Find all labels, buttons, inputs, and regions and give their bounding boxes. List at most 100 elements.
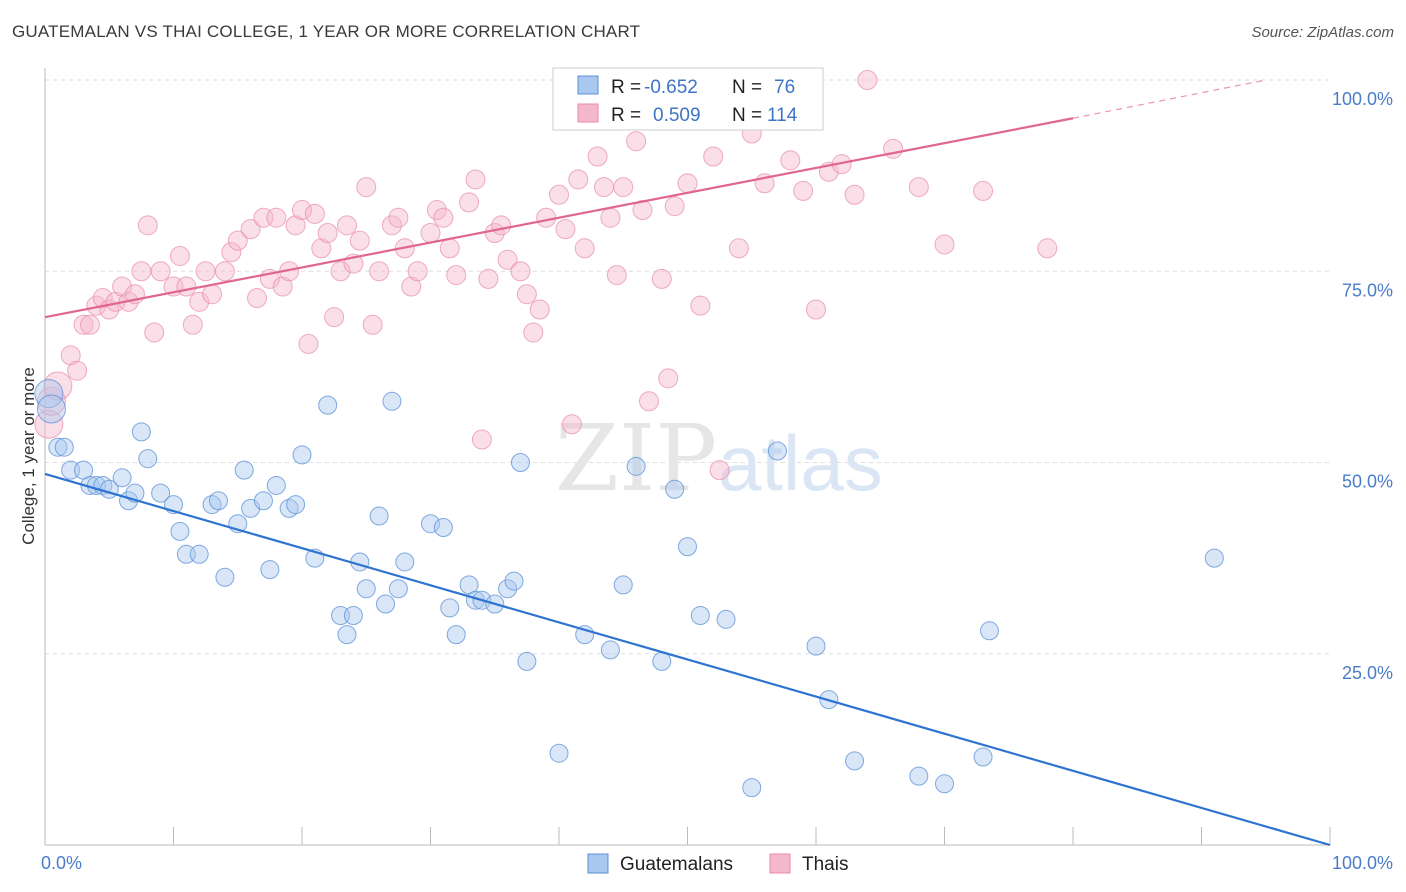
thais-trend-line [44, 117, 1074, 319]
thais-trend-extension [1072, 79, 1266, 119]
legend-r-label-0: R = [611, 77, 641, 98]
thais-point-4 [67, 360, 88, 381]
thais-point-58 [446, 265, 467, 286]
thais-point-15 [137, 215, 158, 236]
thais-point-23 [195, 261, 216, 282]
thais-point-89 [703, 146, 724, 167]
legend-n-label-0: N = [732, 77, 762, 98]
thais-point-8 [92, 288, 113, 309]
guatemalans-point-53 [504, 571, 524, 591]
thais-point-60 [465, 169, 486, 190]
thais-point-91 [728, 238, 749, 259]
thais-point-47 [362, 314, 383, 335]
thais-point-35 [285, 215, 306, 236]
guatemalans-point-14 [138, 449, 158, 469]
guatemalans-point-21 [208, 491, 228, 511]
thais-point-85 [658, 368, 679, 389]
thais-point-80 [613, 177, 634, 198]
thais-point-68 [523, 322, 544, 343]
guatemalans-point-10 [112, 468, 132, 488]
thais-point-56 [433, 207, 454, 228]
thais-point-41 [324, 307, 345, 328]
thais-point-17 [150, 261, 171, 282]
guatemalans-point-13 [131, 422, 151, 442]
thais-point-42 [330, 261, 351, 282]
guatemalans-point-45 [433, 518, 453, 538]
guatemalans-point-46 [440, 598, 460, 618]
bottom-legend-label-guatemalans: Guatemalans [620, 854, 733, 875]
thais-point-62 [478, 268, 499, 289]
guatemalans-point-35 [337, 625, 357, 645]
thais-point-78 [600, 207, 621, 228]
thais-point-105 [1037, 238, 1058, 259]
axes [44, 68, 1331, 846]
guatemalans-point-54 [510, 453, 530, 472]
thais-point-36 [292, 200, 312, 221]
guatemalans-point-75 [1204, 548, 1224, 568]
guatemalans-point-43 [395, 552, 415, 572]
guatemalans-point-73 [973, 747, 993, 767]
guatemalans-point-67 [767, 441, 787, 461]
thais-point-72 [555, 219, 576, 240]
guatemalans-point-28 [266, 475, 286, 495]
thais-point-86 [664, 196, 685, 217]
thais-point-61 [471, 429, 492, 450]
guatemalans-point-44 [421, 514, 440, 534]
guatemalans-point-26 [253, 491, 273, 511]
thais-point-48 [369, 261, 390, 282]
thais-point-43 [336, 215, 357, 236]
thais-point-64 [491, 215, 512, 236]
legend-r-value-1: 0.509 [653, 105, 701, 126]
thais-point-84 [651, 268, 672, 289]
grid-lines [45, 79, 1330, 655]
thais-point-5 [73, 314, 94, 335]
thais-point-16 [144, 322, 165, 343]
thais-point-46 [356, 177, 377, 198]
y-tick-labels: 25.0% 50.0% 75.0% 100.0% [1332, 89, 1393, 683]
guatemalans-point-71 [909, 766, 929, 786]
bottom-legend: Guatemalans Thais [587, 853, 848, 875]
legend-swatch-guatemalans [577, 75, 599, 95]
x-tick-label-0: 0.0% [41, 853, 82, 873]
guatemalans-point-60 [626, 456, 646, 476]
thais-point-65 [497, 249, 518, 270]
guatemalans-point-38 [356, 579, 376, 599]
thais-point-95 [793, 180, 814, 201]
bottom-legend-swatch-guatemalans [587, 853, 609, 874]
thais-point-59 [459, 192, 480, 213]
thais-point-50 [388, 207, 409, 228]
legend: R = -0.652 N = 76 R = 0.509 N = 114 [552, 67, 824, 131]
thais-point-100 [857, 70, 878, 90]
guatemalans-point-19 [189, 544, 209, 564]
thais-point-33 [272, 276, 293, 297]
legend-n-label-1: N = [732, 105, 762, 126]
legend-swatch-thais [577, 103, 599, 123]
guatemalans-point-22 [215, 567, 235, 587]
thais-point-38 [304, 203, 325, 224]
thais-point-96 [806, 299, 826, 320]
thais-point-54 [420, 223, 441, 243]
thais-point-21 [182, 314, 203, 335]
guatemalans-point-27 [260, 560, 280, 580]
thais-point-71 [549, 184, 569, 205]
guatemalans-point-3 [54, 437, 74, 457]
x-tick-label-1: 100.0% [1332, 853, 1393, 873]
watermark-atlas: atlas [718, 419, 883, 507]
guatemalans-point-15 [151, 483, 171, 503]
watermark-zip: ZIP [555, 405, 717, 512]
guatemalans-point-33 [318, 395, 338, 415]
guatemalans-point-62 [665, 479, 685, 499]
guatemalans-point-65 [716, 609, 736, 629]
thais-point-3 [60, 345, 81, 366]
thais-point-52 [401, 276, 422, 297]
thais-point-40 [317, 223, 338, 243]
guatemalans-point-24 [234, 460, 254, 480]
thais-point-81 [626, 131, 647, 152]
guatemalans-point-63 [678, 537, 697, 557]
thais-point-94 [780, 150, 801, 171]
guatemalans-point-64 [690, 606, 710, 625]
guatemalans-point-31 [292, 445, 312, 465]
guatemalans-points [34, 379, 1224, 798]
thais-point-101 [883, 138, 904, 159]
